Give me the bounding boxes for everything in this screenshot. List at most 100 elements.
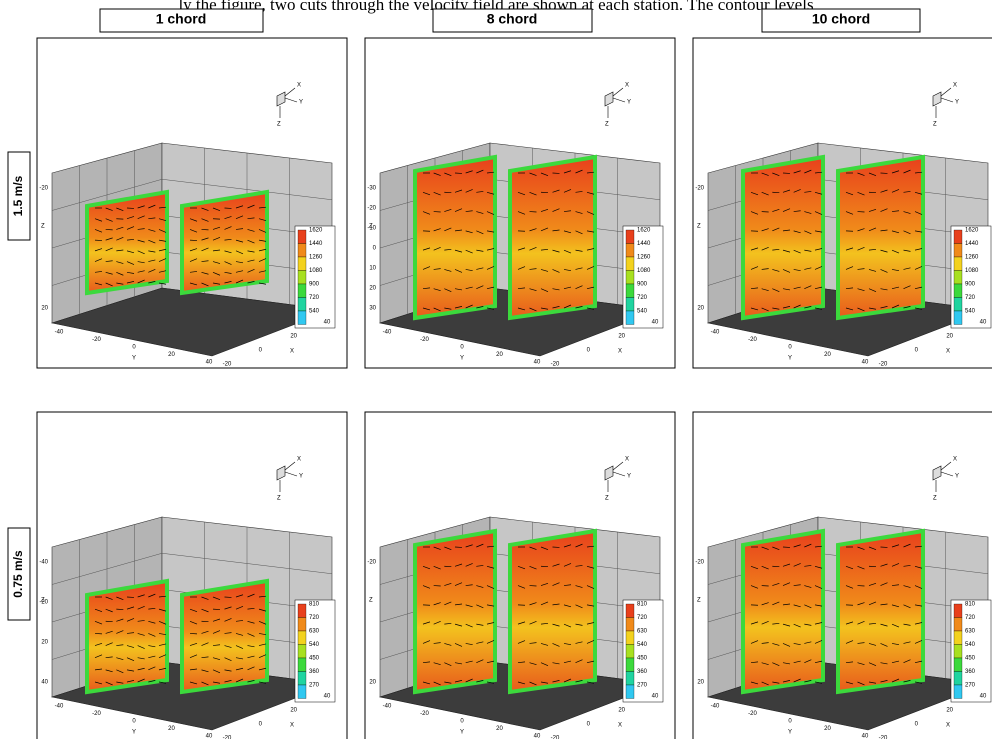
legend-swatch [298,618,306,632]
legend-swatch [626,298,634,312]
x-tick-label: -20 [551,736,560,739]
legend-label: 1260 [965,255,979,261]
triad-label: Y [299,474,303,480]
legend-label: 450 [965,656,976,662]
legend-swatch [298,311,306,325]
legend-label: 810 [309,602,320,608]
z-axis-label: Z [697,598,701,604]
z-tick-label: -20 [695,560,704,566]
x-axis-label: X [290,723,294,729]
legend-swatch [298,645,306,659]
legend-swatch [298,257,306,271]
legend-label: 540 [309,309,320,315]
y-tick-label: 40 [206,360,213,366]
legend-swatch [954,257,962,271]
legend-label: 810 [637,602,648,608]
legend-label: 720 [309,295,320,301]
page: ly the figure, two cuts through the velo… [0,0,992,739]
legend-label: 270 [965,683,976,689]
z-tick-label: -20 [695,186,704,192]
legend-label: 810 [965,602,976,608]
velocity-plane [838,157,923,318]
y-tick-label: 20 [168,726,175,732]
row-header: 1.5 m/s [11,175,25,216]
legend-swatch [626,672,634,686]
legend-label: 1080 [309,268,323,274]
panel: 1620144012601080900720540XYZ-2020Z-40-20… [37,38,347,368]
legend-label: 1440 [309,241,323,247]
legend-swatch [298,685,306,699]
legend-label: 900 [637,282,648,288]
x-tick-label: 20 [290,334,297,340]
legend-label: 1620 [965,228,979,234]
row-header: 0.75 m/s [11,550,25,598]
z-tick-label: 20 [697,680,704,686]
triad-label: X [625,83,629,89]
y-tick-label: -40 [383,330,392,336]
y-tick-label: -20 [92,337,101,343]
legend-swatch [954,298,962,312]
triad-label: Y [627,100,631,106]
velocity-plane [743,157,823,318]
z-tick-label: 20 [41,306,48,312]
x-tick-label: 40 [652,694,659,700]
x-tick-label: -20 [223,362,232,368]
x-tick-label: 40 [980,694,987,700]
column-header: 1 chord [156,11,207,27]
legend-swatch [626,604,634,618]
y-tick-label: 40 [534,360,541,366]
x-axis-label: X [946,349,950,355]
legend-label: 270 [309,683,320,689]
triad-label: Z [933,496,937,502]
velocity-plane [743,531,823,692]
z-axis-label: Z [41,224,45,230]
legend-label: 270 [637,683,648,689]
legend-swatch [954,672,962,686]
x-tick-label: 40 [980,320,987,326]
y-tick-label: -40 [55,330,64,336]
legend-swatch [626,618,634,632]
x-tick-label: 20 [618,334,625,340]
panel: 810720630540450360270XYZ-2020Z-40-200204… [365,412,675,739]
triad-label: X [953,457,957,463]
velocity-plane [415,531,495,692]
panel: 1620144012601080900720540XYZ-30-20-10010… [365,38,675,368]
legend-swatch [298,604,306,618]
z-tick-label: 20 [369,680,376,686]
y-tick-label: -20 [748,711,757,717]
z-tick-label: 20 [697,306,704,312]
legend-swatch [626,244,634,258]
legend-label: 540 [637,309,648,315]
y-axis-label: Y [788,356,792,362]
legend-swatch [626,658,634,672]
legend-swatch [298,298,306,312]
legend-label: 720 [965,615,976,621]
legend-label: 1080 [965,268,979,274]
legend-swatch [298,658,306,672]
legend-label: 720 [637,615,648,621]
triad-label: X [953,83,957,89]
triad-label: Y [955,474,959,480]
x-axis-label: X [946,723,950,729]
y-tick-label: 40 [862,734,869,739]
legend-swatch [954,631,962,645]
triad-label: Y [955,100,959,106]
legend-swatch [298,284,306,298]
z-tick-label: -30 [367,186,376,192]
legend-label: 900 [309,282,320,288]
velocity-plane [838,531,923,692]
legend-swatch [954,618,962,632]
legend-swatch [298,230,306,244]
y-tick-label: 20 [496,726,503,732]
legend-swatch [954,645,962,659]
legend-label: 1260 [309,255,323,261]
triad-label: Z [605,122,609,128]
z-tick-label: -20 [367,206,376,212]
legend-swatch [954,311,962,325]
y-tick-label: -40 [383,704,392,710]
z-tick-label: 30 [369,306,376,312]
legend-label: 630 [965,629,976,635]
velocity-plane [87,192,167,293]
legend-label: 540 [309,642,320,648]
x-tick-label: -20 [879,362,888,368]
